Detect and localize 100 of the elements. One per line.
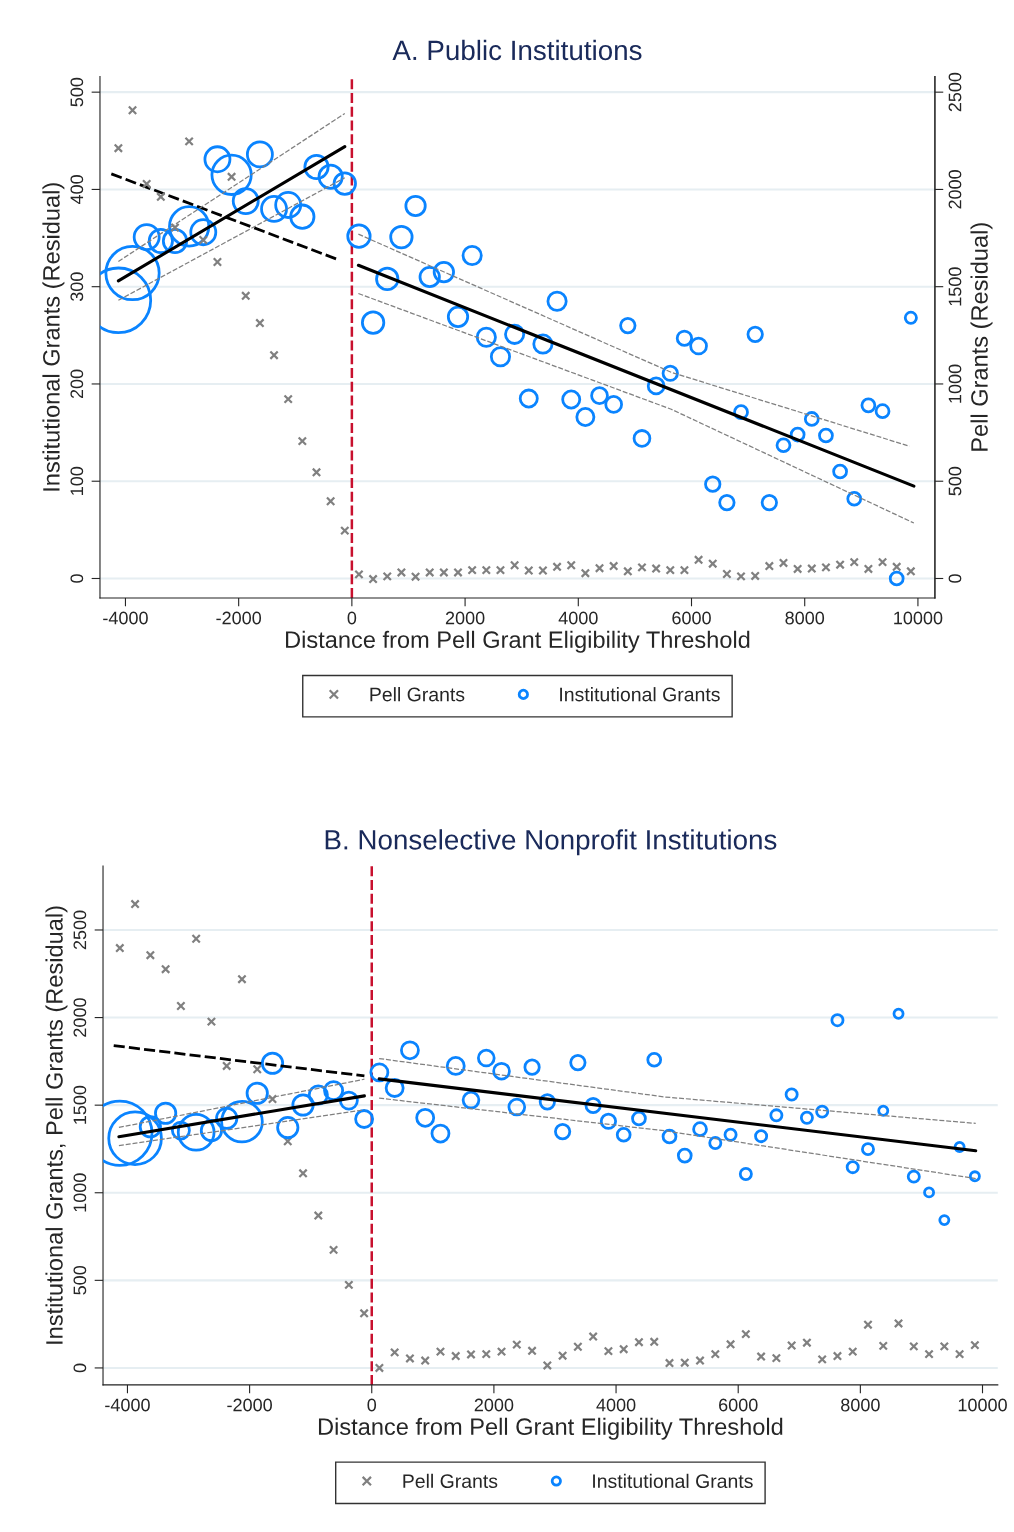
x-tick-label: 4000 — [558, 611, 598, 625]
point — [877, 557, 888, 567]
y-axis-title: Institutional Grants, Pell Grants (Residual) — [45, 906, 68, 1344]
point — [538, 565, 548, 576]
point — [496, 1346, 507, 1357]
y-tick-label: 400 — [70, 175, 84, 205]
point — [368, 574, 378, 584]
point — [849, 557, 860, 567]
point — [924, 1349, 934, 1359]
x-tick-label: -2000 — [216, 611, 262, 625]
y-tick-label: 2000 — [73, 998, 87, 1037]
point — [354, 569, 364, 580]
point — [450, 1351, 461, 1361]
point — [509, 560, 520, 571]
point — [665, 565, 676, 575]
x-tick-label: -4000 — [105, 1398, 150, 1412]
x-tick-label: 6000 — [672, 611, 711, 625]
x-tick-label: 6000 — [719, 1398, 758, 1412]
point — [298, 1168, 308, 1179]
legend-label: Pell Grants — [370, 687, 465, 702]
point — [695, 1355, 705, 1366]
point — [679, 1357, 690, 1368]
point — [664, 1358, 675, 1368]
point — [679, 565, 690, 575]
point — [176, 1001, 186, 1011]
y2-tick-label: 1500 — [948, 267, 962, 306]
x-tick-label: 2000 — [474, 1398, 514, 1412]
point — [410, 571, 421, 582]
point — [764, 561, 775, 571]
x-axis-title: Distance from Pell Grant Eligibility Threshold — [318, 1417, 783, 1440]
point — [741, 1329, 751, 1339]
point — [311, 467, 322, 478]
point — [297, 436, 308, 446]
x-tick-label: 4000 — [596, 1398, 636, 1412]
point — [618, 1344, 629, 1354]
point — [542, 1360, 553, 1371]
point — [623, 566, 633, 577]
point — [878, 1341, 889, 1351]
y-tick-label: 300 — [70, 272, 84, 302]
point — [847, 1346, 858, 1357]
point — [481, 1349, 492, 1359]
point — [863, 564, 874, 574]
point — [267, 1094, 278, 1104]
point — [389, 1347, 400, 1358]
point — [481, 565, 492, 575]
point — [523, 565, 534, 576]
point — [328, 1245, 339, 1255]
x-axis-title: Distance from Pell Grant Eligibility Threshold — [286, 630, 750, 653]
point — [637, 562, 647, 573]
point — [573, 1341, 583, 1352]
point — [566, 560, 576, 571]
point — [786, 1340, 797, 1351]
y-tick-label: 200 — [70, 369, 84, 399]
point — [603, 1346, 614, 1356]
x-tick-label: 0 — [347, 611, 357, 625]
y2-tick-label: 1000 — [948, 364, 962, 403]
y-tick-label: 100 — [70, 466, 84, 495]
point — [130, 899, 140, 909]
point — [725, 1339, 736, 1350]
point — [634, 1337, 644, 1347]
x-tick-label: 8000 — [841, 1398, 880, 1412]
point — [344, 1280, 354, 1290]
point — [939, 1341, 950, 1352]
point — [909, 1341, 919, 1352]
point — [206, 1016, 217, 1027]
point — [750, 571, 760, 581]
point — [252, 1064, 263, 1075]
point — [821, 562, 831, 573]
y2-tick-label: 500 — [948, 466, 962, 496]
chart-title: B. Nonselective Nonprofit Institutions — [325, 829, 777, 856]
point — [198, 235, 209, 245]
point — [467, 565, 477, 575]
point — [325, 496, 336, 507]
point — [396, 567, 407, 578]
point — [424, 567, 435, 578]
y-tick-label: 2500 — [73, 910, 87, 950]
x-tick-label: -2000 — [227, 1398, 272, 1412]
point — [374, 1363, 385, 1373]
point — [693, 555, 704, 565]
x-tick-label: 2000 — [445, 611, 485, 625]
y2-tick-label: 2000 — [948, 170, 962, 209]
chart-title: A. Public Institutions — [392, 39, 642, 61]
point — [594, 563, 605, 573]
point — [145, 950, 156, 960]
point — [313, 1210, 324, 1221]
point — [552, 562, 562, 572]
point — [359, 1308, 369, 1319]
point — [710, 1349, 721, 1359]
point — [283, 394, 293, 404]
point — [608, 561, 619, 571]
legend-label: Pell Grants — [403, 1473, 498, 1489]
y-tick-label: 1000 — [73, 1173, 87, 1212]
point — [906, 566, 916, 577]
point — [255, 318, 265, 328]
point — [382, 571, 393, 582]
point — [771, 1353, 782, 1363]
point — [802, 1337, 812, 1348]
y-axis-title: Institutional Grants (Residual) — [42, 183, 65, 491]
x-tick-label: 8000 — [785, 611, 825, 625]
point — [832, 1351, 843, 1361]
